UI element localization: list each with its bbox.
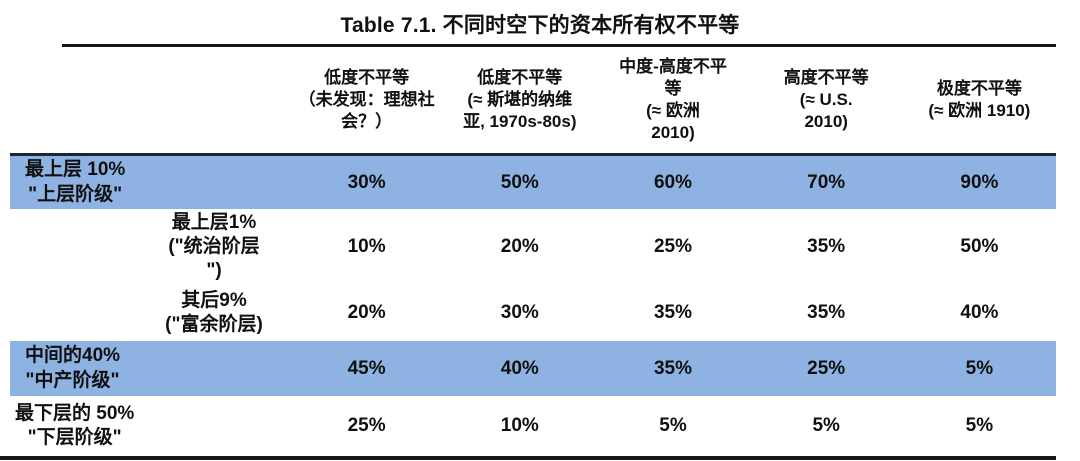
bottom-rule [0, 456, 1056, 460]
table-title: Table 7.1. 不同时空下的资本所有权不平等 [340, 14, 740, 37]
cell-value: 10% [347, 236, 386, 257]
cell-value: 35% [653, 357, 692, 379]
cell-value: 30% [500, 302, 539, 323]
cell-value: 40% [960, 302, 999, 323]
column-header-low-scandinavia: 低度不平等 (≈ 斯堪的纳维 亚, 1970s-80s) [463, 67, 577, 132]
title-rule [62, 44, 1056, 47]
cell-value: 35% [653, 302, 692, 323]
column-header-low-ideal: 低度不平等 （未发现：理想社 会？） [298, 67, 435, 132]
table-row-top10: 最上层 10% "上层阶级" 30% 50% 60% 70% 90% [10, 156, 1056, 209]
cell-value: 25% [347, 415, 386, 436]
cell-value: 90% [960, 171, 999, 193]
row-label-text: 中间的40% "中产阶级" [25, 345, 121, 391]
cell-value: 5% [659, 415, 687, 436]
row-label-top10: 最上层 10% "上层阶级" [10, 158, 290, 207]
cell-value: 5% [965, 415, 994, 436]
cell-value: 5% [812, 415, 840, 436]
cell-value: 50% [960, 236, 999, 257]
row-label-text: 其后9% ("富余阶层) [165, 289, 263, 335]
cell-value: 20% [347, 302, 386, 323]
cell-value: 45% [347, 357, 386, 379]
cell-value: 35% [807, 302, 846, 323]
table-row-next9: 其后9% ("富余阶层) 20% 30% 35% 35% 40% [10, 285, 1056, 341]
cell-value: 5% [965, 357, 994, 379]
row-label-text: 最上层1% ("统治阶层 ") [168, 211, 260, 282]
cell-value: 20% [500, 236, 539, 257]
cell-value: 10% [500, 415, 539, 436]
table-row-top1: 最上层1% ("统治阶层 ") 10% 20% 25% 35% 50% [10, 209, 1056, 285]
cell-value: 25% [807, 357, 846, 379]
column-header-high-us-2010: 高度不平等 (≈ U.S. 2010) [783, 67, 869, 132]
cell-value: 40% [500, 357, 539, 379]
column-header-medium-high-europe-2010: 中度-高度不平 等 (≈ 欧洲 2010) [619, 56, 727, 143]
row-label-text: 最上层 10% "上层阶级" [25, 159, 126, 205]
header-separator-rule [10, 153, 1056, 156]
cell-value: 70% [807, 171, 846, 193]
table-header-row: 低度不平等 （未发现：理想社 会？） 低度不平等 (≈ 斯堪的纳维 亚, 197… [10, 47, 1056, 153]
row-label-text: 最下层的 50% "下层阶级" [15, 402, 135, 448]
cell-value: 30% [347, 171, 386, 193]
table-row-bottom50: 最下层的 50% "下层阶级" 25% 10% 5% 5% 5% [10, 396, 1056, 456]
cell-value: 25% [653, 236, 692, 257]
cell-value: 35% [807, 236, 846, 257]
cell-value: 60% [653, 171, 692, 193]
row-label-middle40: 中间的40% "中产阶级" [10, 344, 290, 393]
row-label-next9: 其后9% ("富余阶层) [10, 289, 290, 338]
cell-value: 50% [500, 171, 539, 193]
row-label-bottom50: 最下层的 50% "下层阶级" [10, 402, 290, 451]
column-header-extreme-europe-1910: 极度不平等 (≈ 欧洲 1910) [928, 78, 1031, 120]
table-row-middle40: 中间的40% "中产阶级" 45% 40% 35% 25% 5% [10, 341, 1056, 396]
row-label-top1: 最上层1% ("统治阶层 ") [10, 211, 290, 284]
